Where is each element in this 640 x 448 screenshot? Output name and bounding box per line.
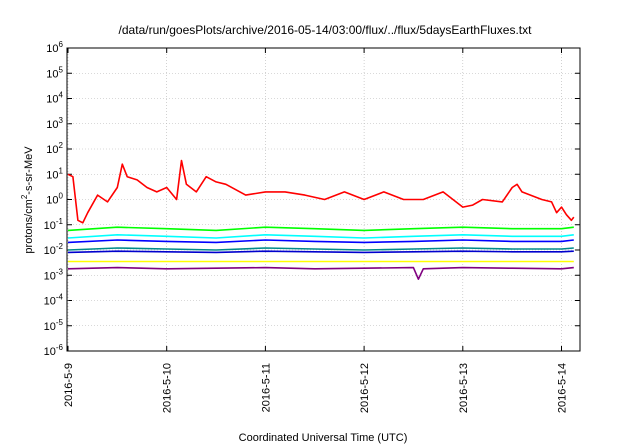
y-axis-title: protons/cm2-s-sr-MeV <box>20 146 35 254</box>
x-tick-label: 2016-5-13 <box>458 363 470 413</box>
x-tick-label: 2016-5-10 <box>162 363 174 413</box>
plot-frame <box>66 47 581 352</box>
y-tick-label: 102 <box>46 141 63 156</box>
y-tick-labels: 10-6 10-5 10-4 10-3 10-2 10-1 100 101 102 103 104 1… <box>44 40 64 358</box>
x-tick-label: 2016-5-12 <box>359 363 371 413</box>
series-line-4 <box>67 239 574 244</box>
x-tick-label: 2016-5-9 <box>63 363 75 407</box>
series-line-8 <box>67 266 574 281</box>
y-tick-label: 100 <box>46 192 63 207</box>
y-tick-label: 10-6 <box>44 343 64 358</box>
y-tick-label: 101 <box>46 166 63 181</box>
y-tick-label: 104 <box>46 91 63 106</box>
y-tick-label: 10-4 <box>44 293 64 308</box>
series-layer <box>67 159 575 281</box>
series-line-5 <box>67 247 574 251</box>
y-tick-label: 103 <box>46 116 63 131</box>
y-tick-label: 105 <box>46 65 63 80</box>
y-tick-label: 106 <box>46 40 63 55</box>
x-tick-label: 2016-5-14 <box>557 363 569 413</box>
y-tick-label: 10-1 <box>44 217 64 232</box>
x-axis-title: Coordinated Universal Time (UTC) <box>239 432 408 444</box>
series-line-6 <box>67 250 574 254</box>
x-tick-label: 2016-5-11 <box>260 363 272 412</box>
x-tick-labels: 2016-5-9 2016-5-10 2016-5-11 2016-5-12 2016-… <box>63 363 569 413</box>
y-tick-label: 10-3 <box>44 267 64 282</box>
series-line-3 <box>67 234 574 239</box>
chart-title: /data/run/goesPlots/archive/2016-05-14/0… <box>119 23 533 37</box>
grid <box>67 47 580 352</box>
y-tick-label: 10-2 <box>44 242 64 257</box>
y-tick-label: 10-5 <box>44 318 64 333</box>
series-line-2 <box>67 226 574 232</box>
series-line-1 <box>67 159 575 224</box>
